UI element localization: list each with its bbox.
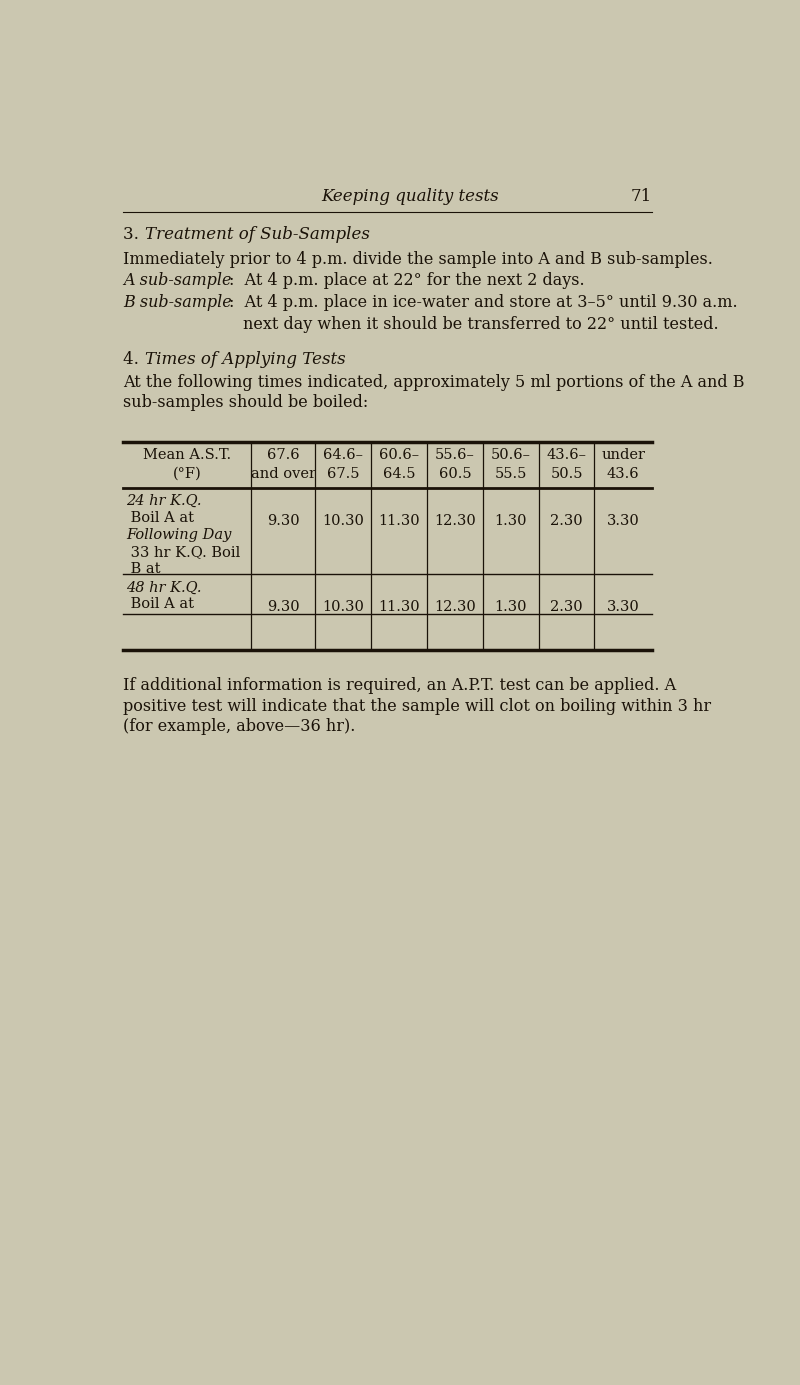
Text: 50.5: 50.5 bbox=[550, 467, 582, 481]
Text: :  At 4 p.m. place in ice-water and store at 3–5° until 9.30 a.m.: : At 4 p.m. place in ice-water and store… bbox=[229, 294, 738, 312]
Text: 67.6: 67.6 bbox=[267, 447, 300, 463]
Text: If additional information is required, an A.P.T. test can be applied. A: If additional information is required, a… bbox=[123, 677, 676, 694]
Text: under: under bbox=[601, 447, 645, 463]
Text: 64.5: 64.5 bbox=[383, 467, 415, 481]
Text: A sub-sample: A sub-sample bbox=[123, 273, 232, 289]
Text: (for example, above—36 hr).: (for example, above—36 hr). bbox=[123, 717, 356, 734]
Text: positive test will indicate that the sample will clot on boiling within 3 hr: positive test will indicate that the sam… bbox=[123, 698, 711, 715]
Text: 11.30: 11.30 bbox=[378, 514, 420, 528]
Text: 60.6–: 60.6– bbox=[379, 447, 419, 463]
Text: 11.30: 11.30 bbox=[378, 601, 420, 615]
Text: next day when it should be transferred to 22° until tested.: next day when it should be transferred t… bbox=[242, 316, 718, 332]
Text: 1.30: 1.30 bbox=[494, 601, 527, 615]
Text: 43.6–: 43.6– bbox=[546, 447, 586, 463]
Text: Boil A at: Boil A at bbox=[126, 597, 194, 611]
Text: 9.30: 9.30 bbox=[267, 601, 300, 615]
Text: 3.30: 3.30 bbox=[606, 601, 639, 615]
Text: 1.30: 1.30 bbox=[494, 514, 527, 528]
Text: At the following times indicated, approximately 5 ml portions of the A and B: At the following times indicated, approx… bbox=[123, 374, 745, 391]
Text: sub-samples should be boiled:: sub-samples should be boiled: bbox=[123, 395, 369, 411]
Text: B sub-sample: B sub-sample bbox=[123, 294, 232, 312]
Text: Boil A at: Boil A at bbox=[126, 511, 194, 525]
Text: 3.: 3. bbox=[123, 226, 150, 244]
Text: 24 hr K.Q.: 24 hr K.Q. bbox=[126, 494, 202, 508]
Text: Times of Applying Tests: Times of Applying Tests bbox=[145, 350, 346, 368]
Text: Following Day: Following Day bbox=[126, 528, 232, 542]
Text: 71: 71 bbox=[630, 188, 652, 205]
Text: 2.30: 2.30 bbox=[550, 514, 583, 528]
Text: 43.6: 43.6 bbox=[607, 467, 639, 481]
Text: 55.6–: 55.6– bbox=[435, 447, 475, 463]
Text: (°F): (°F) bbox=[173, 467, 202, 481]
Text: 3.30: 3.30 bbox=[606, 514, 639, 528]
Text: 33 hr K.Q. Boil: 33 hr K.Q. Boil bbox=[126, 546, 241, 560]
Text: 55.5: 55.5 bbox=[494, 467, 527, 481]
Text: Treatment of Sub-Samples: Treatment of Sub-Samples bbox=[145, 226, 370, 244]
Text: :  At 4 p.m. place at 22° for the next 2 days.: : At 4 p.m. place at 22° for the next 2 … bbox=[229, 273, 584, 289]
Text: 9.30: 9.30 bbox=[267, 514, 300, 528]
Text: 60.5: 60.5 bbox=[438, 467, 471, 481]
Text: 10.30: 10.30 bbox=[322, 514, 364, 528]
Text: 12.30: 12.30 bbox=[434, 601, 476, 615]
Text: 2.30: 2.30 bbox=[550, 601, 583, 615]
Text: 64.6–: 64.6– bbox=[323, 447, 363, 463]
Text: 67.5: 67.5 bbox=[327, 467, 360, 481]
Text: Immediately prior to 4 p.m. divide the sample into A and B sub-samples.: Immediately prior to 4 p.m. divide the s… bbox=[123, 251, 713, 267]
Text: Mean A.S.T.: Mean A.S.T. bbox=[143, 447, 231, 463]
Text: Keeping quality tests: Keeping quality tests bbox=[321, 188, 499, 205]
Text: 12.30: 12.30 bbox=[434, 514, 476, 528]
Text: 10.30: 10.30 bbox=[322, 601, 364, 615]
Text: 4.: 4. bbox=[123, 350, 150, 368]
Text: 48 hr K.Q.: 48 hr K.Q. bbox=[126, 580, 202, 594]
Text: B at: B at bbox=[126, 562, 161, 576]
Text: 50.6–: 50.6– bbox=[490, 447, 530, 463]
Text: and over: and over bbox=[250, 467, 316, 481]
